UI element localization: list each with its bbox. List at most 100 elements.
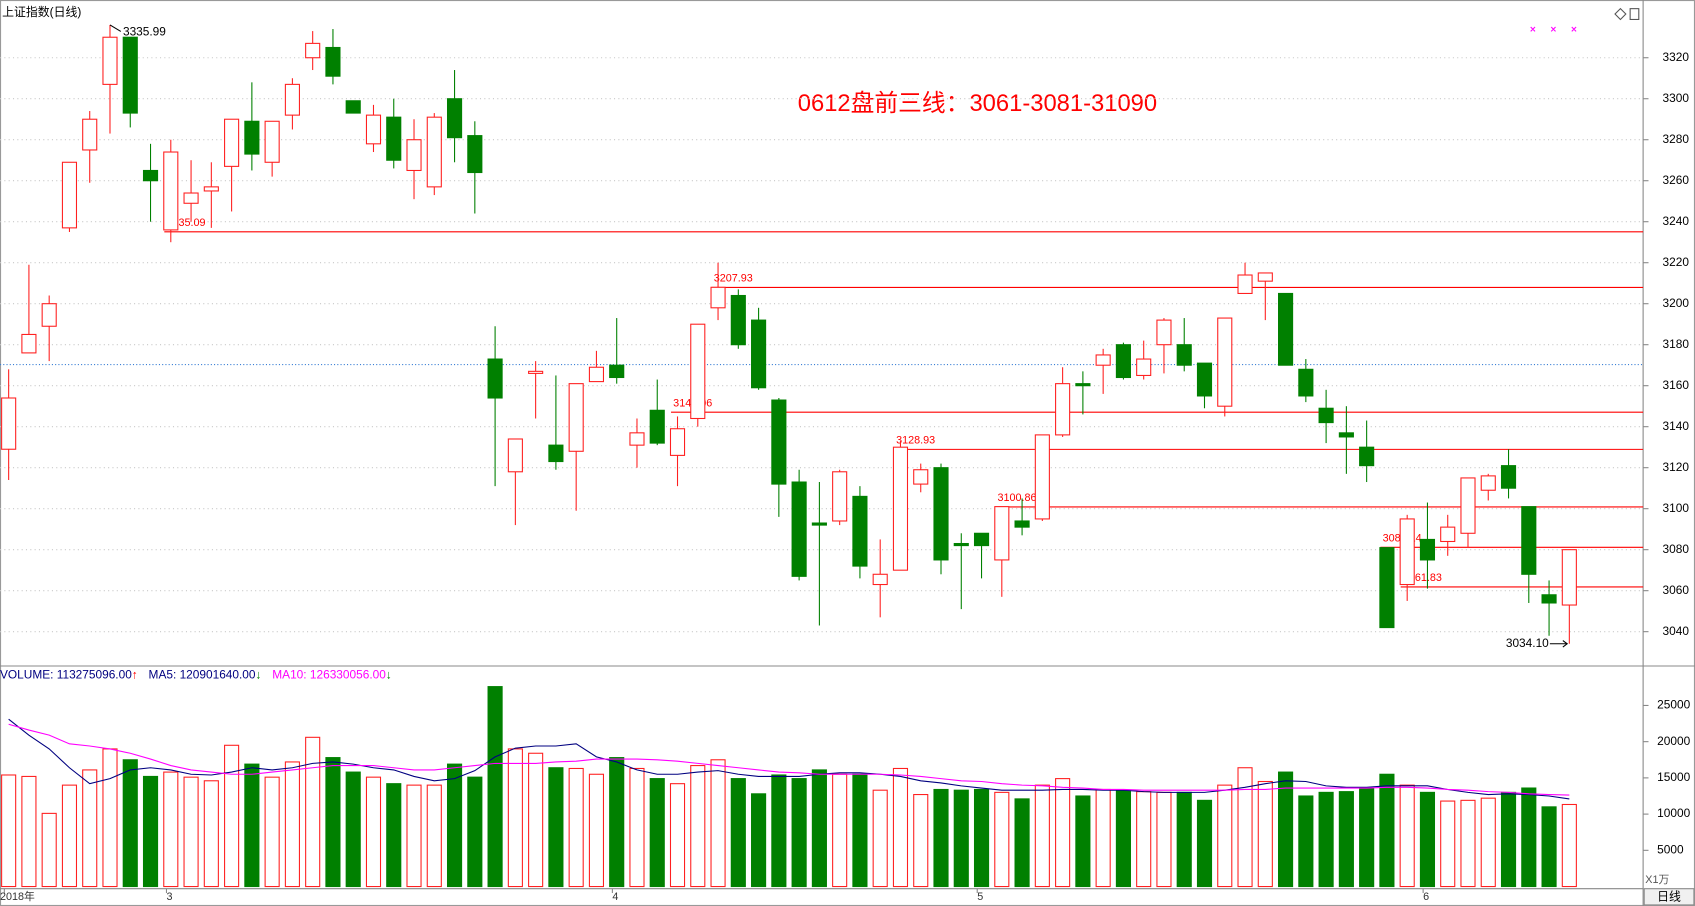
volume-bar [892,767,909,888]
candle-body [41,303,57,327]
candle-body [142,169,159,182]
candle-body [1136,358,1152,376]
candle-body [1237,274,1253,294]
candle-body [1541,594,1557,604]
candle-body [1480,475,1496,491]
volume-bar [82,769,98,888]
candle-body [345,100,361,114]
volume-bar [1298,795,1314,888]
candle-body [1419,538,1436,561]
candle-body [1338,432,1354,438]
candle-body [1217,317,1233,407]
volume-bar [183,776,199,888]
x-tick-label: 4 [612,891,618,903]
candle-body [21,333,37,354]
volume-bar [771,774,787,888]
candle-body [1561,549,1577,606]
icon[interactable] [1629,8,1640,21]
candle-body [892,446,909,571]
candle-body [1278,292,1294,366]
volume-bar [832,773,848,888]
volume-bar [284,761,300,888]
volume-bar [264,776,280,888]
legend-entry: VOLUME: 113275096.00 [0,668,132,682]
candle-body [832,471,848,522]
tab-label[interactable]: 日线 [1657,889,1681,903]
volume-bar [791,778,807,888]
candle-body [791,481,807,577]
volume-bar [1196,799,1213,888]
y-tick-label: 3180 [1663,337,1690,351]
y-tick-label: 10000 [1657,806,1690,820]
x-tick-label: 5 [977,891,983,903]
candle-body [284,83,300,116]
candle-body [203,186,219,192]
volume-bar [933,788,949,888]
volume-bar [1541,806,1557,888]
low-label: 3034.10 [1506,636,1549,650]
volume-bar [365,776,382,888]
y-tick-label: 3120 [1663,460,1690,474]
y-tick-label: 5000 [1657,842,1684,856]
volume-bar [507,748,523,888]
candle-body [446,98,463,139]
volume-bar [1237,767,1253,888]
candle-body [386,116,402,161]
volume-bar [568,767,584,888]
volume-bar [1257,780,1273,888]
volume-bar [1338,791,1354,888]
candle-body [183,192,199,204]
candle-body [264,120,280,163]
volume-bar [122,759,138,888]
candle-body [1521,506,1537,575]
volume-bar [1136,791,1152,888]
candle-body [669,428,686,456]
candle-body [487,358,503,399]
icon[interactable] [1614,7,1627,21]
volume-bar [1561,803,1577,888]
volume-bar [345,771,361,888]
candle-body [325,46,341,77]
y-tick-label: 3040 [1663,624,1690,638]
candle-body [1440,526,1456,543]
y-tick-label: 3220 [1663,255,1690,269]
candle-body [61,161,78,229]
legend-arrow: ↓ [386,668,392,682]
level-label: 3100.86 [997,492,1036,504]
candle-body [1,397,17,450]
candle-body [1075,383,1091,387]
candle-body [244,120,260,155]
y-tick-label: 3300 [1663,91,1690,105]
candle-body [1014,520,1030,528]
candle-body [1176,344,1192,366]
volume-bar [953,789,969,888]
volume-bar [1075,795,1091,888]
volume-bar [426,784,442,888]
tab[interactable] [1643,888,1695,906]
volume-bar [1500,791,1517,888]
volume-bar [1217,784,1233,888]
volume-bar [1278,771,1294,888]
y-tick-label: 3100 [1663,501,1690,515]
volume-bar [224,744,240,888]
chart-title: 上证指数(日线) [2,5,81,19]
toolbar-icons [1530,7,1640,32]
volume-bar [730,778,746,888]
candle-body [1318,407,1334,424]
y-tick-label: 25000 [1657,698,1690,712]
x-tick-label: 6 [1423,891,1429,903]
volume-bar [1176,791,1192,888]
candle-body [507,438,523,473]
markers [1530,26,1577,32]
candle-body [1500,465,1517,489]
volume-bar [102,748,118,888]
high-label: 3335.99 [123,25,166,39]
candle-body [771,399,787,485]
volume-bar [21,775,37,888]
volume-bar [710,759,726,888]
volume-bar [588,773,605,888]
candle-body [1034,434,1050,520]
candle-body [568,383,584,452]
volume-bar [811,769,827,888]
